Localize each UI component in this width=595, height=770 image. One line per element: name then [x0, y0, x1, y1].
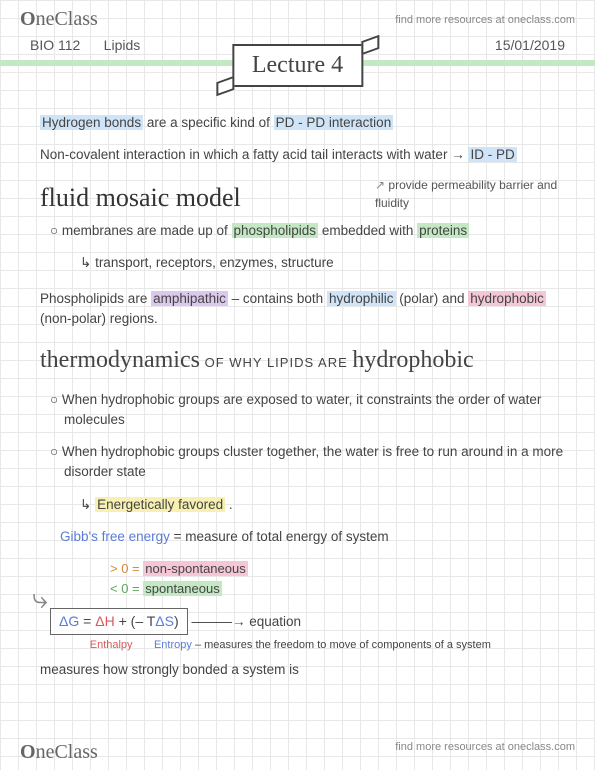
line-enthalpy-def: measures how strongly bonded a system is — [40, 660, 565, 680]
term-hydrophilic: hydrophilic — [327, 291, 396, 306]
gibbs-equation-box: ΔG = ΔH + (– TΔS) — [50, 608, 188, 635]
line-noncovalent: Non-covalent interaction in which a fatt… — [40, 145, 565, 165]
course-code: BIO 112 Lipids — [30, 37, 140, 53]
lt0-sign: < 0 = — [110, 581, 143, 596]
line-lt0: < 0 = spontaneous — [110, 579, 565, 599]
term-amphipathic: amphipathic — [151, 291, 228, 306]
section-fluid-mosaic: fluid mosaic model ↗ provide permeabilit… — [40, 178, 565, 217]
sub-transport: transport, receptors, enzymes, structure — [80, 253, 565, 273]
term-spontaneous: spontaneous — [143, 581, 221, 596]
heading-thermo-a: thermodynamics — [40, 347, 200, 373]
line-gibbs: Gibb's free energy = measure of total en… — [60, 527, 565, 547]
text: Non-covalent interaction in which a fatt… — [40, 147, 468, 162]
term-hydrogen-bonds: Hydrogen bonds — [40, 115, 143, 130]
note-content: Hydrogen bonds are a specific kind of PD… — [0, 53, 595, 702]
line-amphipathic: Phospholipids are amphipathic – contains… — [40, 289, 565, 330]
eq-plus: + ( — [115, 613, 136, 629]
term-gibbs: Gibb's free energy — [60, 529, 170, 544]
brand-logo: OneClass — [20, 8, 98, 31]
lecture-banner: Lecture 4 — [232, 44, 363, 87]
eq-eq: = — [79, 613, 95, 629]
text: (non-polar) regions. — [40, 311, 158, 326]
curve-arrow-icon: ⤷ — [32, 578, 48, 620]
equation-row: ⤷ ΔG = ΔH + (– TΔS) ———→ equation Enthal… — [50, 608, 565, 654]
page-footer: OneClass find more resources at oneclass… — [0, 741, 595, 764]
sub-energetically: Energetically favored . — [80, 495, 565, 515]
course-id: BIO 112 — [30, 37, 80, 53]
text: (polar) and — [396, 291, 469, 306]
course-topic: Lipids — [104, 37, 141, 53]
brand-name-tail: neClass — [36, 8, 98, 30]
gt0-sign: > 0 = — [110, 561, 143, 576]
term-energetically-favored: Energetically favored — [95, 497, 225, 512]
eq-dg: ΔG — [59, 613, 79, 629]
annotation-text: provide permeability barrier and fluidit… — [375, 178, 557, 210]
label-enthalpy: Enthalpy — [90, 639, 133, 651]
term-hydrophobic: hydrophobic — [468, 291, 546, 306]
label-entropy: Entropy — [154, 639, 192, 651]
term-proteins: proteins — [417, 223, 469, 238]
eq-annotations: Enthalpy Entropy – measures the freedom … — [50, 637, 565, 654]
eq-ds: ΔS — [155, 613, 174, 629]
bullet-cluster: When hydrophobic groups cluster together… — [50, 442, 565, 483]
term-nonspontaneous: non-spontaneous — [143, 561, 247, 576]
eq-dh: ΔH — [95, 613, 114, 629]
lecture-date: 15/01/2019 — [495, 37, 565, 53]
term-id-pd: ID - PD — [468, 147, 516, 162]
lecture-title: Lecture 4 — [232, 44, 363, 87]
text: embedded with — [318, 223, 417, 238]
resources-link-bottom[interactable]: find more resources at oneclass.com — [395, 741, 575, 764]
heading-thermo-b: OF WHY LIPIDS ARE — [200, 355, 352, 370]
entropy-def: – measures the freedom to move of compon… — [195, 639, 491, 651]
heading-thermodynamics: thermodynamics OF WHY LIPIDS ARE hydroph… — [40, 342, 565, 378]
term-phospholipids: phospholipids — [232, 223, 319, 238]
heading-thermo-c: hydrophobic — [352, 347, 473, 373]
text: – contains both — [228, 291, 327, 306]
eq-t: – T — [135, 613, 155, 629]
eq-close: ) — [174, 613, 179, 629]
bullet-membranes: membranes are made up of phospholipids e… — [50, 221, 565, 241]
bullet-exposed: When hydrophobic groups are exposed to w… — [50, 390, 565, 431]
line-hydrogen-bonds: Hydrogen bonds are a specific kind of PD… — [40, 113, 565, 133]
resources-link-top[interactable]: find more resources at oneclass.com — [395, 14, 575, 26]
text: Phospholipids are — [40, 291, 151, 306]
term-pd-pd: PD - PD interaction — [274, 115, 394, 130]
eq-arrow-label: ———→ equation — [191, 614, 301, 629]
text: are a specific kind of — [143, 115, 274, 130]
text: = measure of total energy of system — [170, 529, 389, 544]
brand-logo-footer: OneClass — [20, 741, 98, 764]
line-gt0: > 0 = non-spontaneous — [110, 559, 565, 579]
text: membranes are made up of — [62, 223, 232, 238]
annotation-permeability: ↗ provide permeability barrier and fluid… — [375, 176, 575, 212]
page-header: OneClass find more resources at oneclass… — [0, 0, 595, 35]
